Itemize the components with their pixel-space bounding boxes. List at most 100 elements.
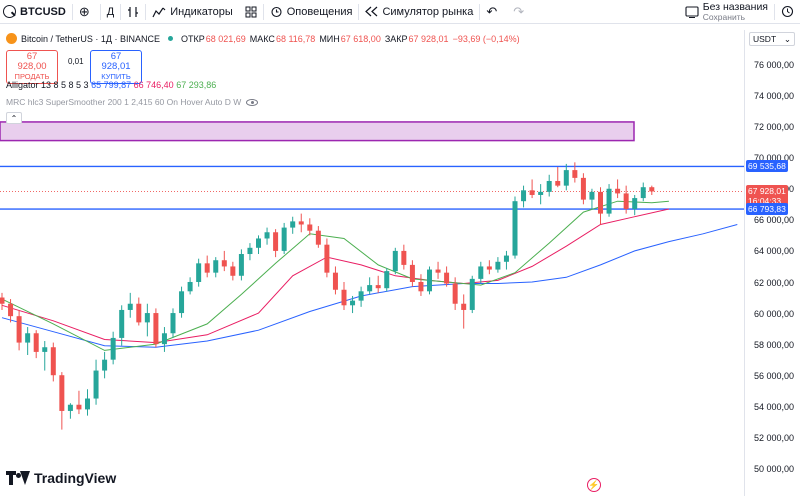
- candle-body: [256, 238, 261, 248]
- layouts-icon: [245, 6, 257, 17]
- hidden-eye-icon[interactable]: [246, 98, 259, 106]
- candle-body: [102, 359, 108, 371]
- mrc-legend[interactable]: MRC hlc3 SuperSmoother 200 1 2,415 60 On…: [6, 97, 259, 107]
- interval-button[interactable]: Д: [101, 0, 120, 24]
- price-chart[interactable]: [0, 30, 744, 496]
- chevron-up-icon: ⌃: [10, 113, 18, 123]
- lower-line-price-tag: 66 793,83: [746, 203, 788, 216]
- bar-style-button[interactable]: [121, 0, 145, 24]
- flash-news-button[interactable]: ⚡: [587, 478, 601, 492]
- redo-icon: ↷: [513, 4, 525, 19]
- sell-price: 67 928,00: [17, 51, 47, 72]
- candle-body: [478, 266, 484, 279]
- symbol-search-button[interactable]: BTCUSD: [0, 0, 72, 24]
- candle-body: [8, 303, 14, 317]
- upper-line-price-tag: 69 535,68: [746, 160, 788, 173]
- candle-body: [555, 180, 561, 186]
- price-axis-tick: 56 000,00: [753, 370, 794, 381]
- candle-body: [606, 188, 612, 214]
- redo-button[interactable]: ↷: [507, 0, 534, 24]
- sell-button[interactable]: 67 928,00 ПРОДАТЬ: [6, 50, 58, 84]
- layouts-button[interactable]: [239, 0, 263, 24]
- open-value: 68 021,69: [205, 33, 246, 44]
- candle-body: [144, 313, 150, 323]
- candle-body: [153, 313, 159, 345]
- toolbar-divider: [71, 3, 73, 20]
- alligator-jaw-value: 65 799,87: [91, 80, 132, 90]
- alligator-teeth-line: [1, 208, 670, 344]
- candle-body: [324, 244, 330, 273]
- layout-controls: Без названия Сохранить: [679, 0, 800, 24]
- candle-body: [315, 230, 321, 245]
- candle-body: [589, 191, 595, 200]
- price-axis-tick: 58 000,00: [753, 339, 794, 350]
- mrc-name: MRC hlc3 SuperSmoother 200 1 2,415 60 On…: [6, 97, 242, 107]
- price-axis-tick: 72 000,00: [753, 122, 794, 133]
- toolbar-divider: [774, 3, 775, 20]
- resistance-zone-rect: [0, 121, 635, 142]
- open-label: ОТКР: [180, 33, 205, 44]
- candle-body: [136, 303, 142, 323]
- candle-body: [512, 201, 518, 256]
- candle-body: [196, 263, 202, 282]
- buy-button[interactable]: 67 928,01 КУПИТЬ: [90, 50, 142, 84]
- candle-body: [341, 289, 347, 306]
- alligator-name: Alligator 13 8 5 8 5 3: [6, 80, 89, 90]
- collapse-legend-button[interactable]: ⌃: [6, 112, 22, 124]
- candle-body: [521, 190, 527, 202]
- candle-body: [298, 221, 304, 225]
- candle-body: [16, 316, 22, 343]
- candle-body: [170, 313, 176, 334]
- chart-legend: Bitcoin / TetherUS · 1Д · BINANCE ОТКР 68…: [6, 33, 524, 44]
- tradingview-logo[interactable]: TradingView: [6, 470, 116, 486]
- alerts-button[interactable]: Оповещения: [264, 0, 359, 24]
- candle-body: [281, 227, 287, 251]
- layout-menu-button[interactable]: Без названия Сохранить: [679, 0, 774, 24]
- candle-body: [238, 254, 244, 276]
- high-value: 68 116,78: [275, 33, 316, 44]
- candle-body: [469, 278, 475, 310]
- currency-selector[interactable]: USDT ⌄: [749, 32, 795, 46]
- price-axis-tick: 62 000,00: [753, 277, 794, 288]
- candle-body: [33, 333, 39, 352]
- candle-body: [0, 297, 5, 304]
- symbol-title[interactable]: Bitcoin / TetherUS · 1Д · BINANCE: [21, 33, 160, 44]
- current-price-tag: 67 928,01 16:04:33: [746, 185, 788, 208]
- candle-body: [332, 272, 338, 290]
- indicators-icon: [152, 7, 166, 17]
- price-axis-tick: 64 000,00: [753, 246, 794, 257]
- replay-button[interactable]: Симулятор рынка: [359, 0, 479, 24]
- candle-body: [495, 261, 501, 270]
- candle-body: [546, 180, 552, 192]
- candle-body: [435, 269, 441, 273]
- toolbar-divider: [262, 3, 264, 20]
- price-axis[interactable]: USDT ⌄ 76 000,00 74 000,00 72 000,00 70 000…: [744, 30, 800, 496]
- close-label: ЗАКР: [384, 33, 408, 44]
- candle-body: [307, 224, 313, 231]
- candle-body: [615, 188, 621, 194]
- candle-body: [486, 266, 492, 270]
- candle-body: [290, 221, 296, 228]
- snapshot-icon: [781, 5, 794, 18]
- alligator-legend[interactable]: Alligator 13 8 5 8 5 3 65 799,87 66 746,…: [6, 80, 216, 90]
- candle-body: [85, 398, 90, 410]
- candle-body: [529, 190, 535, 195]
- indicators-button[interactable]: Индикаторы: [146, 0, 239, 24]
- candle-body: [161, 333, 167, 345]
- candle-body: [50, 347, 56, 376]
- price-axis-tick: 60 000,00: [753, 308, 794, 319]
- undo-button[interactable]: ↶: [480, 0, 507, 24]
- price-axis-tick: 74 000,00: [753, 91, 794, 102]
- candle-body: [350, 300, 356, 306]
- bitcoin-logo-icon: [6, 33, 17, 44]
- top-toolbar: BTCUSD ⊕ Д Индикаторы Оповещения Симулят…: [0, 0, 800, 24]
- snapshot-button[interactable]: [775, 0, 800, 24]
- candle-body: [204, 263, 210, 273]
- candle-body: [580, 177, 586, 200]
- add-symbol-button[interactable]: ⊕: [73, 0, 100, 24]
- low-label: МИН: [319, 33, 340, 44]
- market-open-status-icon: [167, 36, 173, 41]
- candle-body: [213, 260, 219, 273]
- alligator-lips-value: 67 293,86: [176, 80, 217, 90]
- candle-body: [42, 347, 48, 352]
